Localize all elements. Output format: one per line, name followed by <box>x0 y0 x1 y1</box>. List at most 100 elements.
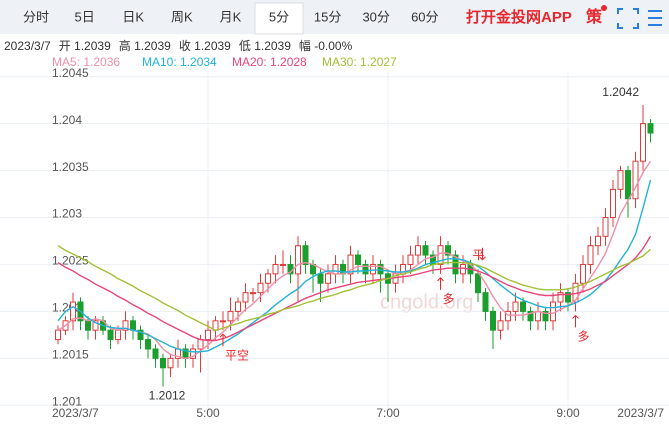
candle-body <box>460 263 466 275</box>
x-tick-label: 2023/3/7 <box>617 406 664 420</box>
tab-bar <box>0 0 669 34</box>
candle-body <box>632 160 639 200</box>
candle-body <box>130 320 136 331</box>
candle-body <box>295 245 301 275</box>
ma-line <box>57 245 651 331</box>
candle-body <box>152 348 159 359</box>
tab[interactable]: 月K <box>220 9 242 24</box>
candle-body <box>415 245 421 256</box>
candle-body <box>257 282 264 294</box>
y-tick-label: 1.2025 <box>52 254 89 268</box>
ma-line <box>57 235 652 342</box>
candle-body <box>640 123 646 162</box>
legend-entry: MA5: 1.2036 <box>52 55 120 69</box>
candle-body <box>370 263 376 275</box>
x-tick-label: 5:00 <box>196 406 220 420</box>
candle-body <box>227 310 234 322</box>
candle-body <box>497 320 504 331</box>
candle-body <box>407 254 414 265</box>
tab[interactable]: 30分 <box>362 9 389 24</box>
candle-body <box>647 123 654 134</box>
candle-body <box>377 263 384 275</box>
signal-label: 多 <box>443 292 455 306</box>
candle-body <box>220 320 226 323</box>
candle-body <box>205 329 211 341</box>
legend-entry: MA30: 1.2027 <box>322 55 397 69</box>
y-tick-label: 1.2045 <box>52 66 89 80</box>
candle-body <box>347 254 354 275</box>
candle-body <box>625 170 631 200</box>
tab[interactable]: 5分 <box>269 9 289 24</box>
y-tick-label: 1.203 <box>52 207 82 221</box>
candle-body <box>197 339 204 350</box>
tab[interactable]: 60分 <box>411 9 438 24</box>
candle-body <box>610 188 616 219</box>
high-label: 1.2042 <box>602 85 639 99</box>
candle-body <box>580 263 586 284</box>
candle-body <box>475 273 481 294</box>
candle-body <box>355 254 361 265</box>
candle-body <box>302 245 309 265</box>
info-item: 幅 -0.00% <box>299 38 353 53</box>
candle-body <box>167 357 174 369</box>
y-tick-label: 1.2015 <box>52 348 89 362</box>
candle-body <box>317 273 324 284</box>
candle-body <box>145 339 151 350</box>
candle-body <box>85 320 91 331</box>
ma-line <box>57 160 652 360</box>
candle-body <box>482 292 489 312</box>
candle-body <box>362 263 369 275</box>
candle-body <box>265 273 271 284</box>
app-link[interactable]: 打开金投网APP <box>466 8 572 26</box>
info-item: 开 1.2039 <box>59 39 111 53</box>
signal-arrow <box>572 314 579 328</box>
candle-body <box>520 301 526 312</box>
candle-body <box>422 245 429 256</box>
candle-body <box>137 329 144 341</box>
candle-body <box>557 292 564 303</box>
candle-body <box>527 310 534 322</box>
candle-body <box>505 310 511 322</box>
candle-body <box>70 301 76 322</box>
candle-body <box>280 263 286 266</box>
candle-body <box>242 292 249 303</box>
legend-entry: MA20: 1.2028 <box>232 55 307 69</box>
tab[interactable]: 周K <box>171 9 193 24</box>
candle-body <box>190 348 196 359</box>
notice-dot <box>601 5 607 11</box>
low-label: 1.2012 <box>149 389 186 403</box>
candle-body <box>565 292 571 303</box>
candle-body <box>617 170 624 190</box>
tab[interactable]: 分时 <box>23 9 49 24</box>
tab-selected-bg <box>254 2 304 35</box>
candle-body <box>550 301 556 322</box>
candle-body <box>452 254 459 275</box>
candle-body <box>160 357 166 369</box>
candle-body <box>602 217 609 237</box>
x-tick-label: 9:00 <box>556 406 580 420</box>
x-tick-label: 2023/3/7 <box>52 406 99 420</box>
x-tick-label: 7:00 <box>376 406 400 420</box>
tab[interactable]: 15分 <box>314 9 341 24</box>
candle-body <box>107 329 114 341</box>
signal-arrow <box>219 333 227 347</box>
signal-label: 平空 <box>225 348 249 362</box>
signal-arrow <box>479 247 486 261</box>
candle-body <box>512 301 519 312</box>
legend-entry: MA10: 1.2034 <box>142 55 217 69</box>
fullscreen-icon[interactable] <box>617 8 639 29</box>
tab[interactable]: 5日 <box>74 9 94 24</box>
y-tick-label: 1.204 <box>52 113 82 127</box>
candle-body <box>445 245 451 256</box>
strategy-icon[interactable]: 策 <box>585 7 603 26</box>
menu-icon[interactable] <box>648 10 662 26</box>
signal-label: 多 <box>578 330 590 344</box>
candle-body <box>542 310 549 322</box>
tab[interactable]: 日K <box>122 9 144 24</box>
candle-body <box>595 235 601 247</box>
candle-body <box>332 263 339 275</box>
candle-body <box>272 263 279 275</box>
signal-arrow <box>437 277 444 290</box>
candle-body <box>55 329 61 341</box>
